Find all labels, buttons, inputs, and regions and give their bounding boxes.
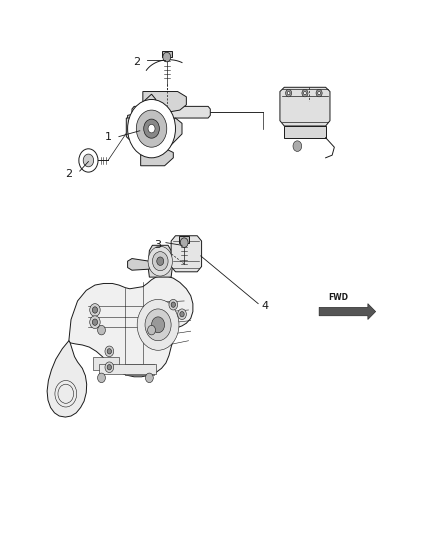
Circle shape (318, 92, 321, 95)
Circle shape (302, 90, 308, 97)
Circle shape (105, 346, 114, 357)
Circle shape (169, 300, 178, 310)
Circle shape (92, 319, 98, 325)
Circle shape (286, 90, 292, 97)
Circle shape (152, 252, 168, 271)
Circle shape (148, 124, 155, 133)
Circle shape (157, 257, 164, 265)
Polygon shape (319, 304, 376, 319)
Circle shape (163, 52, 171, 62)
Circle shape (148, 325, 155, 335)
Circle shape (107, 349, 112, 354)
Circle shape (293, 141, 302, 151)
Circle shape (287, 92, 290, 95)
Circle shape (98, 373, 106, 383)
Bar (125, 364, 154, 375)
Circle shape (137, 300, 179, 350)
Circle shape (83, 154, 94, 167)
Polygon shape (127, 113, 143, 134)
Bar (99, 364, 156, 374)
Text: 2: 2 (65, 169, 72, 179)
Text: 4: 4 (261, 301, 268, 311)
Circle shape (90, 304, 100, 317)
Polygon shape (280, 87, 330, 126)
Circle shape (316, 90, 322, 97)
Polygon shape (132, 94, 156, 115)
Polygon shape (69, 276, 193, 377)
Circle shape (145, 373, 153, 383)
Text: 1: 1 (105, 132, 112, 142)
Polygon shape (126, 118, 142, 139)
Circle shape (178, 309, 186, 319)
Bar (162, 51, 172, 57)
Circle shape (180, 238, 188, 247)
Polygon shape (284, 126, 325, 138)
Circle shape (127, 100, 176, 158)
Circle shape (144, 119, 159, 138)
Circle shape (148, 246, 173, 276)
Polygon shape (127, 259, 149, 270)
Polygon shape (141, 147, 173, 166)
Text: 3: 3 (155, 240, 162, 251)
Polygon shape (47, 341, 87, 417)
Circle shape (107, 365, 112, 370)
Circle shape (136, 110, 167, 147)
Bar (93, 357, 119, 370)
Circle shape (92, 307, 98, 313)
Circle shape (304, 92, 306, 95)
Circle shape (105, 362, 114, 373)
Polygon shape (171, 236, 201, 272)
Circle shape (79, 149, 98, 172)
Circle shape (90, 316, 100, 328)
Polygon shape (148, 245, 173, 277)
Circle shape (152, 317, 165, 333)
Bar (179, 236, 189, 243)
Polygon shape (169, 118, 182, 147)
Circle shape (180, 312, 184, 317)
Polygon shape (143, 92, 186, 113)
Circle shape (145, 309, 171, 341)
Polygon shape (132, 107, 210, 118)
Text: FWD: FWD (328, 293, 349, 302)
Circle shape (171, 302, 176, 308)
Text: 2: 2 (133, 58, 140, 67)
Circle shape (98, 325, 106, 335)
